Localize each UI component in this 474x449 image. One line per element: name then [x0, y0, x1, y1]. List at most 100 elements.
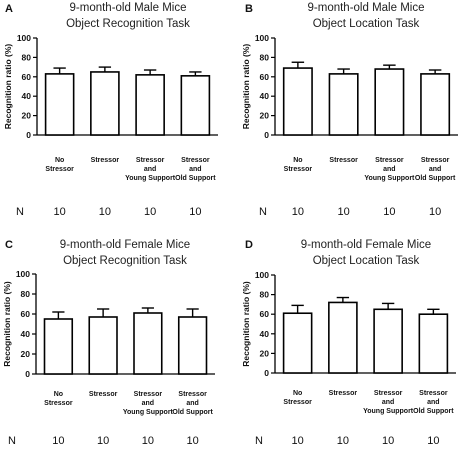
y-tick-label: 80 — [260, 290, 270, 300]
n-value: 10 — [383, 206, 395, 218]
n-value: 10 — [338, 206, 350, 218]
x-category-label: Stressor — [45, 166, 74, 173]
x-category-label: No — [54, 391, 63, 398]
x-category-label: No — [55, 157, 64, 164]
bar — [282, 67, 313, 136]
n-label: N — [259, 206, 267, 218]
chart-title-line: Object Location Task — [313, 255, 420, 267]
panel-letter: B — [245, 3, 253, 15]
chart-title-line: 9-month-old Female Mice — [60, 239, 190, 251]
x-category-label: Stressor — [329, 157, 358, 164]
x-category-label: Stressor — [375, 157, 404, 164]
x-category-label: and — [144, 166, 156, 173]
y-tick-label: 40 — [260, 329, 270, 339]
y-tick-label: 60 — [22, 72, 32, 82]
x-category-label: Stressor — [421, 157, 450, 164]
n-value: 10 — [382, 435, 394, 447]
chart-panel-c: C 9-month-old Female Mice Object Recogniti… — [2, 239, 215, 447]
x-category-label: and — [189, 166, 201, 173]
y-tick-label: 40 — [21, 329, 31, 339]
y-axis-label: Recognition ratio (%) — [241, 281, 251, 367]
panel-letter: A — [5, 3, 13, 15]
y-axis-label: Recognition ratio (%) — [3, 44, 13, 130]
n-value: 10 — [97, 435, 109, 447]
n-value: 10 — [189, 206, 201, 218]
chart-title-line: Object Recognition Task — [66, 18, 190, 30]
bar — [373, 308, 403, 374]
n-value: 10 — [142, 435, 154, 447]
x-category-label: Old Support — [172, 409, 213, 416]
x-category-label: and — [186, 400, 198, 407]
x-category-label: and — [427, 399, 439, 406]
n-value: 10 — [429, 206, 441, 218]
n-value: 10 — [144, 206, 156, 218]
y-tick-label: 80 — [21, 289, 31, 299]
x-category-label: Stressor — [136, 157, 165, 164]
bar — [133, 312, 163, 375]
y-tick-label: 20 — [21, 349, 31, 359]
chart-title-line: Object Recognition Task — [63, 255, 187, 267]
y-tick-label: 0 — [264, 368, 269, 378]
x-category-label: Stressor — [89, 391, 118, 398]
bar — [90, 71, 120, 136]
bar — [180, 75, 211, 136]
x-category-label: Stressor — [283, 399, 312, 406]
x-category-label: No — [293, 390, 302, 397]
y-tick-label: 20 — [22, 111, 32, 121]
y-tick-label: 0 — [264, 130, 269, 140]
x-category-label: Stressor — [134, 391, 163, 398]
bar — [328, 73, 359, 136]
panel-letter: D — [245, 239, 253, 251]
y-tick-label: 100 — [255, 33, 269, 43]
x-category-label: Stressor — [178, 391, 207, 398]
chart-title-line: Object Location Task — [313, 18, 420, 30]
x-category-label: Young Support — [363, 408, 414, 415]
bar — [282, 312, 313, 374]
y-axis-label: Recognition ratio (%) — [241, 44, 251, 130]
n-value: 10 — [54, 206, 66, 218]
x-category-label: and — [142, 400, 154, 407]
y-axis-label: Recognition ratio (%) — [2, 281, 12, 367]
y-tick-label: 60 — [260, 72, 270, 82]
y-tick-label: 40 — [260, 91, 270, 101]
n-label: N — [255, 435, 263, 447]
chart-panel-a: A 9-month-old Male Mice Object Recognition… — [3, 2, 218, 218]
n-value: 10 — [292, 435, 304, 447]
y-tick-label: 20 — [260, 348, 270, 358]
y-tick-label: 20 — [260, 111, 270, 121]
x-category-label: and — [383, 166, 395, 173]
x-category-label: Old Support — [415, 175, 456, 182]
y-tick-label: 0 — [25, 369, 30, 379]
y-tick-label: 60 — [21, 309, 31, 319]
bar — [328, 301, 358, 374]
y-tick-label: 100 — [255, 270, 269, 280]
y-tick-label: 40 — [22, 91, 32, 101]
x-category-label: Young Support — [125, 175, 176, 182]
y-tick-label: 100 — [17, 33, 31, 43]
n-value: 10 — [337, 435, 349, 447]
chart-title-line: 9-month-old Male Mice — [308, 2, 425, 14]
panel-letter: C — [5, 239, 13, 251]
bar — [374, 68, 405, 136]
n-value: 10 — [99, 206, 111, 218]
x-category-label: Stressor — [91, 157, 120, 164]
chart-panel-d: D 9-month-old Female Mice Object Location … — [241, 239, 456, 447]
bar — [88, 316, 118, 375]
y-tick-label: 80 — [260, 52, 270, 62]
x-category-label: Stressor — [44, 400, 73, 407]
n-value: 10 — [187, 435, 199, 447]
x-category-label: No — [293, 157, 302, 164]
x-category-label: Stressor — [284, 166, 313, 173]
x-category-label: Stressor — [329, 390, 358, 397]
y-tick-label: 100 — [16, 269, 30, 279]
n-value: 10 — [52, 435, 64, 447]
n-label: N — [8, 435, 16, 447]
y-tick-label: 80 — [22, 52, 32, 62]
chart-title-line: 9-month-old Male Mice — [70, 2, 187, 14]
y-tick-label: 0 — [26, 130, 31, 140]
x-category-label: and — [382, 399, 394, 406]
x-category-label: Young Support — [123, 409, 174, 416]
x-category-label: Stressor — [419, 390, 448, 397]
bar — [43, 318, 74, 375]
